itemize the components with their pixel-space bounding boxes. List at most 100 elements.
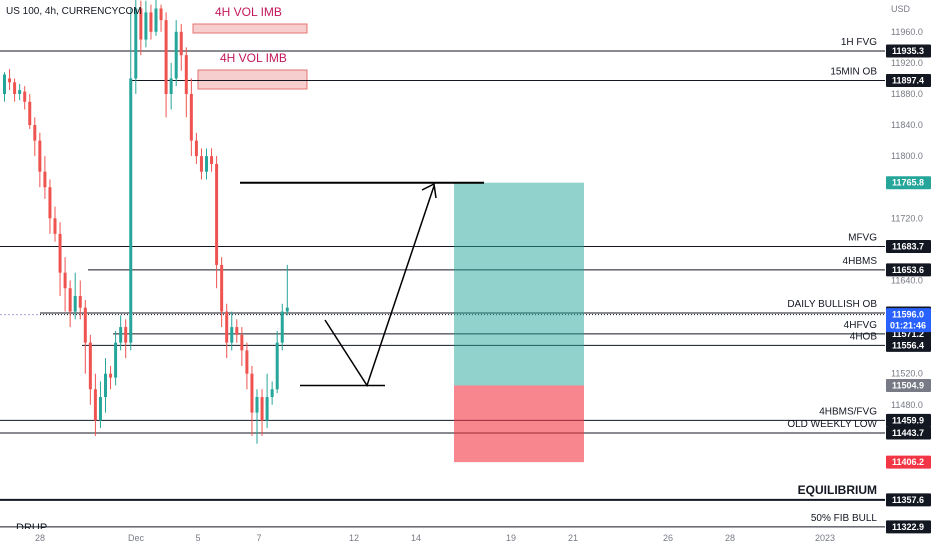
candle-body: [98, 397, 102, 421]
time-tick-label: 26: [663, 533, 673, 543]
level-label: 1H FVG: [841, 37, 877, 48]
price-tag-text: 11406.2: [892, 457, 924, 467]
time-tick-label: 5: [195, 533, 200, 543]
level-label: 4HBMS/FVG: [819, 406, 877, 417]
candle-body: [119, 327, 123, 343]
candle-body: [13, 82, 17, 94]
currency-label: USD: [891, 4, 911, 14]
candle-body: [114, 342, 118, 378]
candle-body: [129, 78, 133, 343]
vol-imbalance-zone: [197, 69, 308, 90]
candle-body: [73, 296, 77, 312]
price-tag-text: 11765.8: [892, 178, 924, 188]
candle-body: [149, 12, 153, 32]
candle-body: [3, 74, 6, 94]
price-tag[interactable]: [886, 263, 931, 277]
price-tag[interactable]: [886, 426, 931, 440]
candle-body: [205, 156, 208, 172]
price-tag[interactable]: [886, 338, 931, 352]
candle-body: [250, 373, 254, 413]
level-label: EQUILIBRIUM: [798, 483, 877, 497]
price-tag-text: 11571.2: [892, 329, 924, 339]
price-tick-label: 11840.0: [891, 120, 923, 130]
cutoff-text: DRUP: [16, 522, 48, 529]
candle-body: [230, 327, 234, 343]
price-tag-text: 11683.7: [892, 242, 924, 252]
candle-body: [43, 171, 47, 188]
price-tag-text: 11653.6: [892, 265, 924, 275]
price-tag[interactable]: [886, 413, 931, 427]
price-tag[interactable]: [886, 176, 931, 190]
candle-body: [33, 125, 37, 141]
stop-zone[interactable]: [454, 385, 584, 463]
candle-body: [235, 327, 239, 335]
candle-body: [28, 101, 32, 126]
vol-imbalance-label: 4H VOL IMB: [220, 51, 287, 65]
time-tick-label: 28: [35, 533, 45, 543]
price-tick-label: 11920.0: [891, 58, 923, 68]
price-tag-text: 11504.9: [892, 380, 924, 390]
candle-body: [124, 327, 128, 343]
candle-body: [184, 55, 188, 94]
candle-body: [139, 8, 143, 40]
time-tick-label: 2023: [815, 533, 835, 543]
vol-imbalance-label: 4H VOL IMB: [215, 5, 282, 19]
candle-body: [179, 31, 183, 56]
price-tag[interactable]: [886, 520, 931, 534]
candle-body: [38, 140, 42, 172]
candle-body: [58, 233, 62, 273]
candle-body: [215, 163, 219, 265]
price-tag-text: 11322.9: [892, 522, 924, 532]
level-label: 4HBMS: [843, 256, 878, 267]
time-tick-label: Dec: [128, 533, 145, 543]
price-tag-text: 11897.4: [892, 75, 924, 85]
price-tag-text: 11357.6: [892, 495, 924, 505]
price-tag[interactable]: [886, 378, 931, 392]
price-tag-text: 11443.7: [892, 428, 924, 438]
candle-body: [199, 156, 203, 172]
candle-body: [53, 218, 57, 234]
candle-body: [88, 342, 92, 390]
candle-body: [159, 8, 163, 21]
level-label: DAILY BULLISH OB: [787, 299, 877, 310]
candle-body: [260, 397, 264, 421]
price-tag[interactable]: [886, 455, 931, 469]
price-tick-label: 11480.0: [891, 400, 923, 410]
candle-body: [78, 296, 82, 308]
candle-body: [275, 342, 279, 390]
arrow-head: [421, 182, 437, 199]
level-label: 50% FIB BULL: [811, 513, 878, 524]
price-tick-label: 11640.0: [891, 275, 923, 285]
candle-body: [48, 187, 52, 219]
price-tag-text: 11459.9: [892, 415, 924, 425]
current-price-tag[interactable]: [886, 308, 931, 333]
candle-body: [154, 8, 158, 32]
candle-body: [220, 264, 224, 312]
projection-arrow: [324, 185, 435, 388]
candle-body: [225, 311, 229, 343]
candle-body: [18, 90, 22, 94]
price-tag[interactable]: [886, 493, 931, 507]
price-tick-label: 11800.0: [891, 151, 923, 161]
price-tag[interactable]: [886, 73, 931, 87]
time-tick-label: 28: [725, 533, 735, 543]
time-tick-label: 12: [349, 533, 359, 543]
time-tick-label: 19: [506, 533, 516, 543]
current-price-tag-text: 11596.0: [892, 310, 924, 320]
candle-body: [109, 373, 113, 378]
time-tick-label: 14: [411, 533, 421, 543]
price-tag[interactable]: [886, 240, 931, 254]
candle-body: [83, 307, 87, 343]
candle-body: [93, 389, 97, 421]
price-tag[interactable]: [886, 44, 931, 58]
candle-body: [280, 311, 284, 343]
candle-body: [164, 20, 168, 94]
candle-body: [270, 389, 274, 398]
candle-body: [240, 334, 244, 351]
target-zone[interactable]: [454, 182, 584, 386]
candle-body: [8, 78, 12, 83]
candle-body: [134, 8, 138, 79]
level-label: MFVG: [848, 233, 877, 244]
candle-body: [265, 397, 269, 421]
